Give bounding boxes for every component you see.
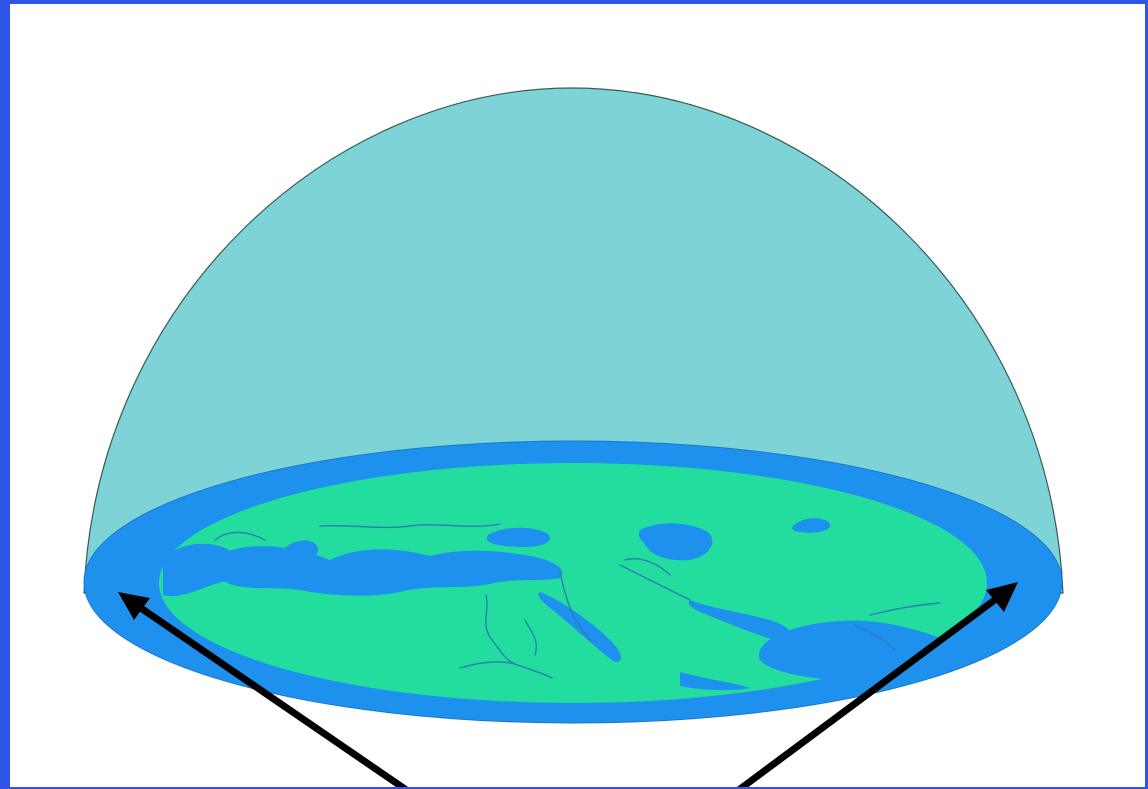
pointer-arrow-left: [118, 592, 409, 789]
rivers: [214, 523, 941, 679]
inland-waters: [163, 518, 965, 691]
disc-rim: [83, 440, 1063, 724]
pointer-arrow-right: [736, 582, 1018, 789]
